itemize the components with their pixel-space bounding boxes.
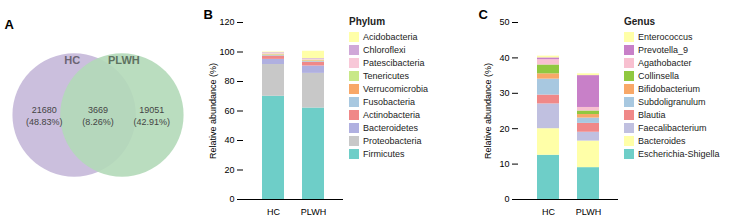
html-text:Chloroflexi: Chloroflexi — [363, 44, 406, 55]
svg-text:0: 0 — [504, 194, 509, 204]
html-text:Actinobacteria: Actinobacteria — [363, 109, 420, 120]
html-text:Genus: Genus — [624, 16, 656, 27]
html-text:Enterococcus: Enterococcus — [638, 31, 693, 42]
html-text:Firmicutes: Firmicutes — [363, 148, 405, 159]
svg-text:PLWH: PLWH — [576, 207, 601, 217]
html-text:Agathobacter: Agathobacter — [638, 57, 692, 68]
svg-text:10: 10 — [499, 159, 509, 169]
svg-text:30: 30 — [499, 88, 509, 98]
svg-text:60: 60 — [224, 106, 234, 116]
html-text:Patescibacteria: Patescibacteria — [363, 57, 425, 68]
svg-text:HC: HC — [64, 54, 80, 66]
svg-text:80: 80 — [224, 76, 234, 86]
svg-text:20: 20 — [224, 165, 234, 175]
svg-text:HC: HC — [542, 207, 555, 217]
svg-text:21680(48.83%): 21680(48.83%) — [26, 105, 63, 127]
svg-text:19051(42.91%): 19051(42.91%) — [133, 105, 170, 127]
html-text:Verrucomicrobia: Verrucomicrobia — [363, 83, 428, 94]
html-text:Bacteroides: Bacteroides — [638, 135, 686, 146]
html-text:Acidobacteria: Acidobacteria — [363, 31, 418, 42]
svg-text:Relative abundance (%): Relative abundance (%) — [208, 63, 218, 159]
svg-text:100: 100 — [219, 47, 234, 57]
svg-text:A: A — [5, 17, 15, 32]
html-text:Bacteroidetes: Bacteroidetes — [363, 122, 418, 133]
svg-text:Relative abundance (%): Relative abundance (%) — [483, 63, 493, 159]
svg-text:3669(8.26%): 3669(8.26%) — [82, 105, 114, 127]
html-text:Prevotella_9: Prevotella_9 — [638, 44, 688, 55]
svg-text:0: 0 — [229, 194, 234, 204]
html-text:Bifidobacterium: Bifidobacterium — [638, 83, 700, 94]
html-text:Collinsella: Collinsella — [638, 70, 679, 81]
html-text:Phylum: Phylum — [349, 16, 386, 27]
html-text:Faecalibacterium: Faecalibacterium — [638, 122, 707, 133]
svg-text:HC: HC — [267, 207, 280, 217]
svg-text:40: 40 — [499, 53, 509, 63]
svg-text:50: 50 — [499, 17, 509, 27]
svg-text:PLWH: PLWH — [301, 207, 326, 217]
svg-text:PLWH: PLWH — [108, 54, 140, 66]
html-text:Fusobacteria: Fusobacteria — [363, 96, 415, 107]
svg-text:B: B — [204, 7, 213, 22]
svg-text:20: 20 — [499, 124, 509, 134]
html-text:Proteobacteria: Proteobacteria — [363, 135, 422, 146]
html-text:Tenericutes: Tenericutes — [363, 70, 409, 81]
svg-text:40: 40 — [224, 135, 234, 145]
svg-text:120: 120 — [219, 17, 234, 27]
svg-text:C: C — [479, 7, 489, 22]
html-text:Escherichia-Shigella: Escherichia-Shigella — [638, 148, 720, 159]
html-text:Subdoligranulum: Subdoligranulum — [638, 96, 706, 107]
html-text:Blautia: Blautia — [638, 109, 666, 120]
